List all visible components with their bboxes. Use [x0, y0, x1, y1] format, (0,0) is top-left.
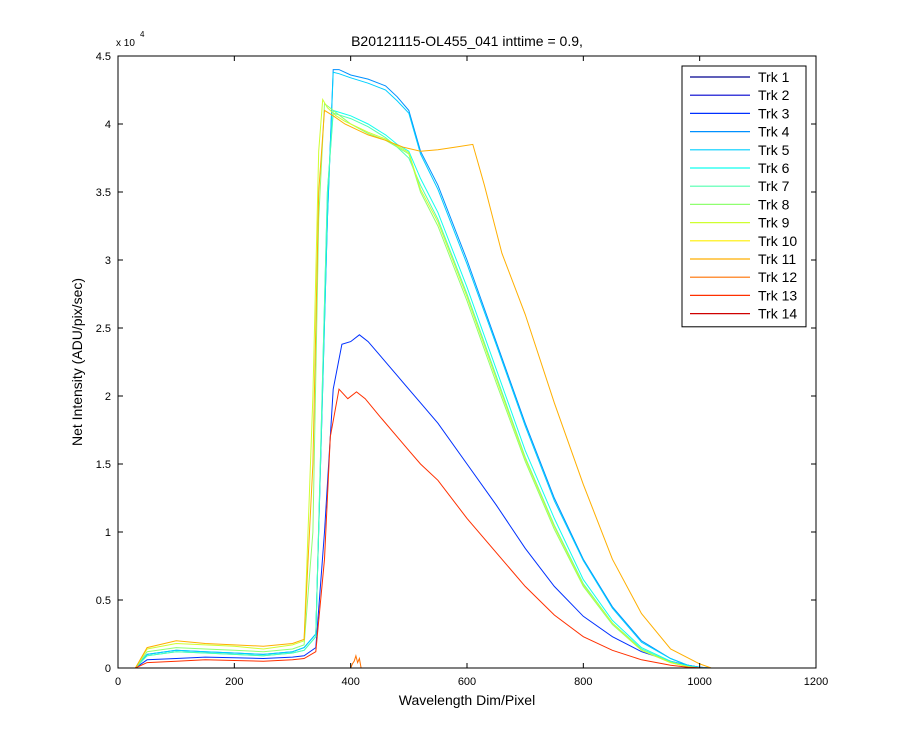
legend-entry: Trk 9	[758, 215, 790, 231]
x-tick-label: 800	[574, 676, 592, 688]
y-tick-label: 1.5	[96, 459, 111, 471]
x-tick-label: 400	[341, 676, 359, 688]
y-tick-label: 3.5	[96, 187, 111, 199]
legend-entry: Trk 7	[758, 178, 790, 194]
legend-entry: Trk 13	[758, 287, 797, 303]
series-line-trk-3	[135, 334, 712, 668]
y-tick-label: 2.5	[96, 323, 111, 335]
legend-entry: Trk 12	[758, 269, 797, 285]
legend-entry: Trk 4	[758, 124, 790, 140]
y-tick-label: 4	[105, 119, 111, 131]
series-line-trk-5	[135, 71, 712, 668]
chart-title: B20121115-OL455_041 inttime = 0.9,	[351, 33, 583, 49]
legend-entry: Trk 3	[758, 105, 790, 121]
legend-entry: Trk 11	[758, 251, 796, 267]
series-line-trk-11	[134, 109, 712, 668]
legend-entry: Trk 14	[758, 306, 797, 322]
legend-entry: Trk 1	[758, 69, 790, 85]
y-tick-label: 0.5	[96, 595, 111, 607]
series-line-trk-8	[134, 102, 700, 668]
legend-entry: Trk 6	[758, 160, 790, 176]
series-line-trk-9	[134, 97, 700, 668]
x-axis-ticks: 0 200 400 600 800 1000 1200	[115, 56, 828, 688]
y-axis-ticks: 0 0.5 1 1.5 2 2.5 3 3.5 4 4.5	[96, 51, 816, 675]
series-lines	[118, 69, 816, 668]
y-tick-label: 0	[105, 663, 111, 675]
x-tick-label: 600	[458, 676, 476, 688]
x-tick-label: 0	[115, 676, 121, 688]
legend-entry: Trk 5	[758, 142, 790, 158]
series-line-trk-7	[135, 112, 700, 668]
x-tick-label: 200	[225, 676, 243, 688]
series-line-spike	[350, 653, 362, 668]
y-tick-label: 3	[105, 255, 111, 267]
y-axis-exponent: x 10	[116, 38, 135, 49]
series-line-trk-6	[135, 109, 700, 668]
y-axis-exponent-power: 4	[140, 30, 145, 39]
legend: Trk 1 Trk 2 Trk 3 Trk 4 Trk 5 Trk 6 Trk 7 Trk 8…	[681, 65, 807, 328]
legend-box	[681, 65, 807, 328]
series-line-trk-13	[135, 388, 712, 668]
x-tick-label: 1000	[687, 676, 711, 688]
x-axis-label: Wavelength Dim/Pixel	[399, 692, 535, 708]
y-axis-label: Net Intensity (ADU/pix/sec)	[69, 278, 85, 446]
y-tick-label: 4.5	[96, 51, 111, 63]
legend-entry: Trk 2	[758, 87, 790, 103]
legend-entry: Trk 10	[758, 233, 797, 249]
x-tick-label: 1200	[804, 676, 828, 688]
y-tick-label: 1	[105, 527, 111, 539]
y-tick-label: 2	[105, 391, 111, 403]
legend-entry: Trk 8	[758, 196, 790, 212]
